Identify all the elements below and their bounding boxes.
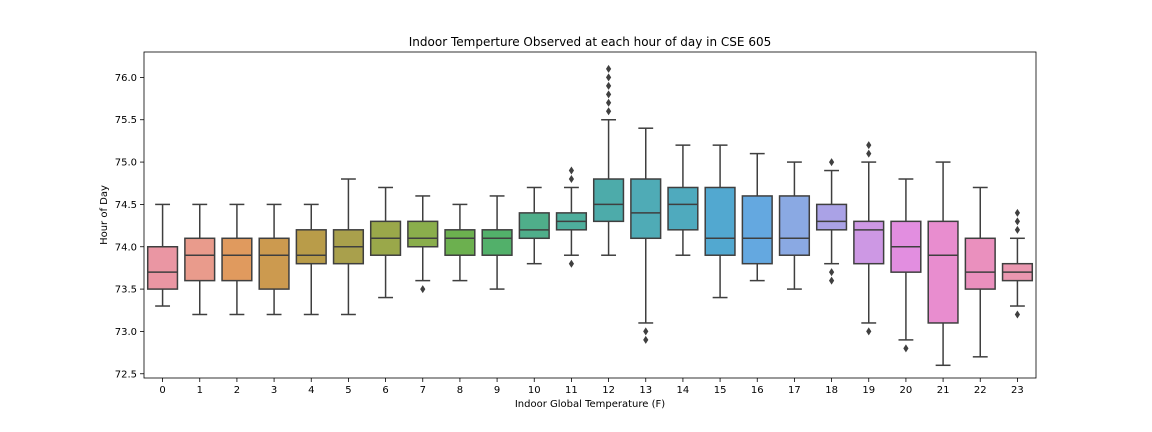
outlier-point: [828, 158, 835, 167]
x-tick-label: 16: [751, 385, 764, 396]
outlier-point: [903, 344, 909, 353]
x-tick-label: 20: [900, 385, 913, 396]
y-tick-label: 73.0: [115, 327, 137, 338]
x-tick-label: 1: [197, 385, 203, 396]
box-hour-15: [704, 186, 736, 256]
outlier-point: [605, 107, 612, 116]
outlier-point: [605, 73, 612, 82]
plot-area: 72.573.073.574.074.575.075.576.00 1 2 3 4 5 6 7…: [115, 64, 1034, 396]
y-tick-label: 76.0: [115, 73, 137, 84]
x-tick-label: 9: [494, 385, 500, 396]
x-tick-label: 7: [420, 385, 426, 396]
outlier-point: [643, 327, 649, 336]
x-tick-label: 19: [862, 385, 875, 396]
x-tick-label: 3: [271, 385, 277, 396]
x-tick-label: 2: [234, 385, 240, 396]
outlier-point: [605, 81, 612, 90]
y-tick-label: 72.5: [115, 369, 137, 380]
x-tick-label: 6: [382, 385, 388, 396]
x-axis-title: Indoor Global Temperature (F): [515, 399, 665, 410]
x-tick-label: 4: [308, 385, 314, 396]
x-tick-label: 17: [788, 385, 801, 396]
x-tick-label: 0: [159, 385, 165, 396]
x-tick-label: 23: [1011, 385, 1024, 396]
x-tick-label: 18: [825, 385, 838, 396]
outlier-point: [605, 90, 612, 99]
outlier-point: [568, 166, 575, 175]
outlier-point: [866, 141, 872, 150]
y-axis-title: Hour of Day: [99, 185, 110, 245]
box-hour-10: [518, 212, 550, 240]
outlier-point: [1014, 310, 1021, 319]
outlier-point: [568, 175, 575, 184]
y-tick-label: 74.5: [115, 200, 137, 211]
outlier-point: [568, 259, 575, 268]
x-tick-label: 13: [639, 385, 652, 396]
box-hour-18: [815, 203, 848, 231]
box-hour-17: [778, 195, 811, 256]
outlier-point: [605, 98, 612, 107]
chart-title: Indoor Temperture Observed at each hour …: [409, 35, 771, 49]
x-tick-label: 11: [565, 385, 578, 396]
x-tick-label: 22: [974, 385, 987, 396]
outlier-point: [866, 149, 872, 158]
x-tick-label: 10: [528, 385, 541, 396]
y-tick-label: 74.0: [115, 242, 137, 253]
x-tick-label: 14: [677, 385, 690, 396]
box-hour-1: [184, 237, 216, 282]
x-tick-label: 5: [345, 385, 351, 396]
box-hour-9: [481, 229, 513, 256]
box-hour-13: [630, 178, 662, 240]
x-tick-label: 15: [714, 385, 727, 396]
plot-frame: [143, 51, 1037, 379]
box-hour-7: [407, 220, 439, 248]
x-tick-label: 21: [937, 385, 950, 396]
outlier-point: [1014, 225, 1021, 234]
outlier-point: [605, 64, 612, 73]
outlier-point: [866, 327, 872, 336]
box-hour-19: [853, 220, 885, 265]
outlier-point: [643, 335, 649, 344]
box-hour-21: [927, 220, 959, 324]
outlier-point: [828, 276, 835, 285]
box-hour-12: [592, 178, 625, 223]
box-hour-0: [146, 246, 179, 290]
box-hour-22: [964, 237, 996, 290]
outlier-point: [1014, 217, 1021, 226]
box-hour-8: [444, 229, 476, 256]
x-tick-label: 12: [602, 385, 615, 396]
box-hour-16: [741, 195, 773, 265]
outlier-point: [1014, 208, 1021, 217]
x-tick-label: 8: [457, 385, 463, 396]
y-tick-label: 75.5: [115, 115, 137, 126]
outlier-point: [420, 285, 426, 294]
outlier-point: [828, 268, 835, 277]
y-tick-label: 73.5: [115, 285, 137, 296]
box-hour-4: [295, 229, 327, 265]
box-hour-3: [258, 237, 290, 290]
box-hour-14: [667, 186, 699, 231]
box-hour-2: [221, 237, 253, 282]
y-tick-label: 75.0: [115, 158, 137, 169]
